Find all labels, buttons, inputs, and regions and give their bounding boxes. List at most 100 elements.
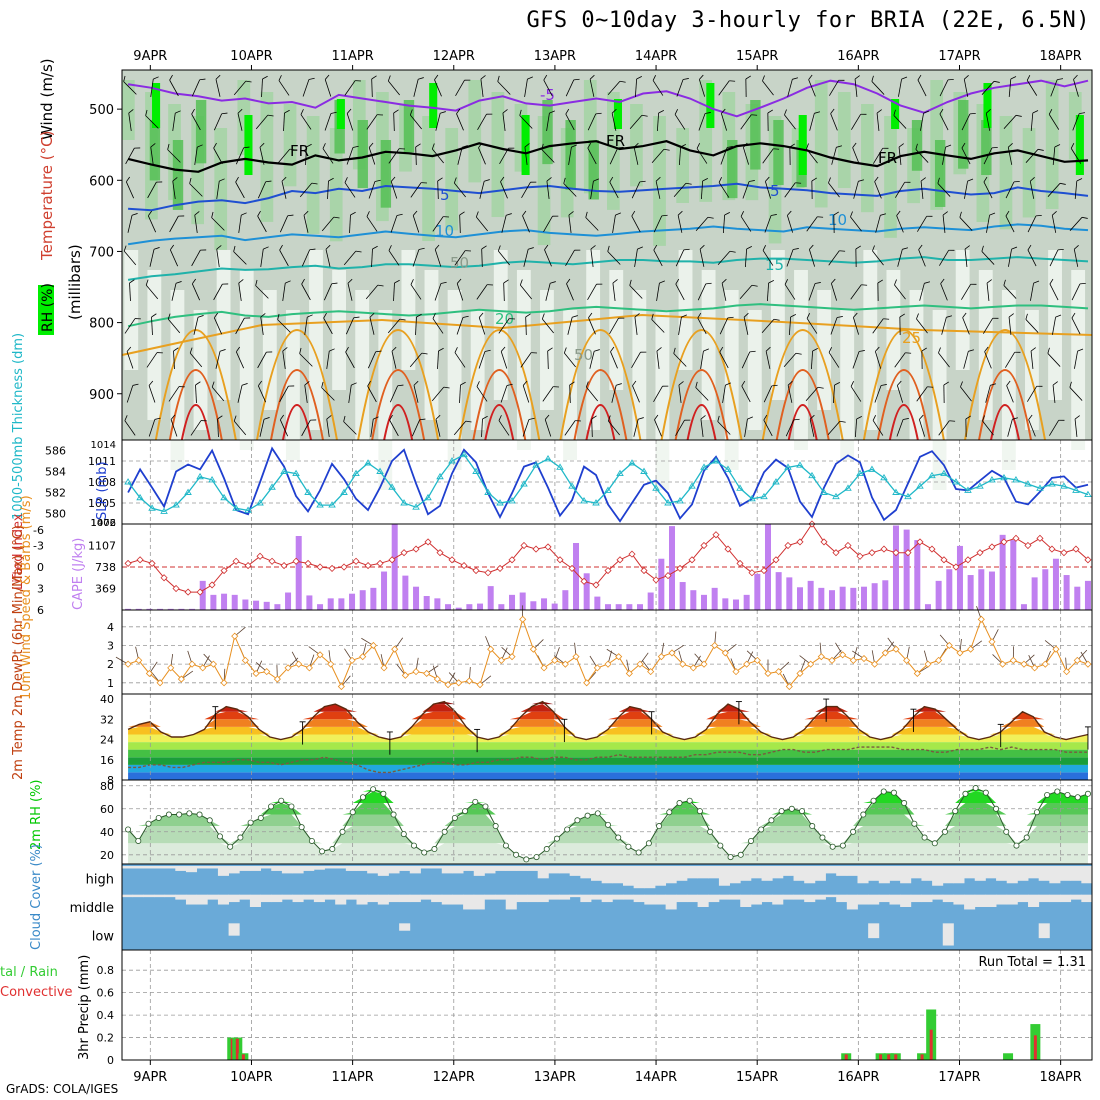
- barb-staff: [762, 80, 774, 96]
- wind-barb: [456, 108, 464, 131]
- barb-staff: [761, 318, 775, 334]
- wind-barb: [1049, 278, 1059, 301]
- barb-flag: [135, 318, 141, 320]
- barb-staff: [346, 147, 354, 165]
- barb-staff: [741, 351, 751, 369]
- barb-flag: [677, 210, 683, 216]
- wind-barb: [739, 284, 758, 300]
- cloud-cell: [1028, 894, 1040, 907]
- wind-barb: [279, 244, 289, 267]
- barb-flag: [1076, 178, 1083, 182]
- wind-barb: [189, 177, 203, 197]
- rh-band-mid: [306, 116, 320, 234]
- wind-barb: [434, 281, 447, 301]
- barb-flag: [233, 245, 236, 252]
- barb-staff: [785, 419, 795, 437]
- barb-flag: [830, 108, 835, 114]
- barb-staff: [195, 384, 197, 404]
- cloud-cell: [814, 894, 826, 900]
- cape-bar: [850, 587, 857, 610]
- precip-tick: 0.2: [97, 1032, 115, 1045]
- lifted-index-marker: [232, 557, 240, 565]
- barb-flag: [685, 182, 692, 185]
- barb-flag: [589, 74, 595, 80]
- wind-barb: [985, 108, 991, 131]
- barb-flag: [243, 146, 250, 149]
- cloud-cell: [868, 894, 880, 905]
- cloud-cell: [1060, 894, 1072, 903]
- barb-flag: [861, 284, 868, 286]
- wind-speed-marker: [625, 669, 633, 678]
- barb-staff: [809, 113, 815, 131]
- wind-barb: [500, 383, 513, 403]
- cloud-cell: [740, 866, 752, 881]
- wind-speed-marker: [497, 656, 505, 664]
- wind-barb: [896, 418, 909, 437]
- wind-barb: [324, 74, 332, 97]
- wind-speed-marker: [337, 682, 345, 691]
- barb-staff: [587, 113, 597, 131]
- date-tick-bottom: 12APR: [433, 1070, 475, 1085]
- barb-flag: [325, 244, 331, 250]
- cloud-cell: [505, 894, 517, 910]
- rh-band-light: [701, 270, 716, 420]
- barb-staff: [1003, 285, 1017, 299]
- barb-flag: [663, 148, 670, 151]
- barb-flag: [575, 420, 582, 422]
- lifted-index-marker: [904, 549, 912, 557]
- barb-staff: [299, 182, 313, 198]
- wind-barb: [653, 244, 663, 267]
- wind-speed-marker: [583, 679, 591, 687]
- lifted-index-marker: [868, 549, 876, 557]
- barb-staff: [279, 215, 289, 233]
- barb-staff: [345, 351, 355, 369]
- barb-flag: [257, 210, 261, 217]
- rh-marker: [1084, 790, 1091, 797]
- barb-staff: [326, 419, 330, 437]
- rh-marker: [605, 821, 612, 828]
- contour-label: 25: [902, 329, 921, 347]
- barb-flag: [833, 211, 840, 216]
- wind-speed-marker: [508, 653, 516, 661]
- rh-band-light: [285, 310, 300, 460]
- cape-bar: [370, 587, 377, 610]
- cloud-cell: [516, 894, 528, 903]
- wind-barb: [216, 178, 225, 199]
- wind-barb: [257, 180, 272, 199]
- barb-flag: [1081, 216, 1088, 219]
- barb-staff: [919, 283, 925, 301]
- wind-speed-marker: [1031, 664, 1039, 672]
- wind-barb: [938, 347, 950, 368]
- cloud-cell: [143, 894, 155, 898]
- barb-flag: [353, 316, 360, 319]
- wind-barb: [544, 414, 552, 437]
- rh-marker: [1023, 834, 1030, 841]
- barb-flag: [500, 346, 506, 352]
- barb-flag: [541, 313, 545, 320]
- cloud-cell: [335, 866, 347, 869]
- wind-barb: [235, 317, 251, 335]
- cape-bar: [434, 598, 441, 610]
- barb-staff: [519, 115, 533, 129]
- barb-staff: [456, 113, 464, 131]
- lifted-index-marker: [256, 552, 264, 560]
- slp-tick: 1005: [88, 497, 116, 510]
- barb-flag: [749, 350, 756, 353]
- rh-marker: [625, 843, 632, 850]
- barb-flag: [197, 144, 203, 148]
- wind-speed-marker: [743, 660, 751, 668]
- cape-bar: [210, 594, 217, 610]
- cape-bar: [349, 593, 356, 610]
- cape-bar: [146, 608, 153, 610]
- barb-flag: [618, 317, 625, 319]
- barb-staff: [217, 418, 219, 438]
- barb-flag: [460, 381, 466, 386]
- barb-flag: [541, 143, 544, 150]
- barb-flag: [855, 245, 862, 250]
- rh-marker: [216, 833, 223, 840]
- barb-flag: [700, 415, 706, 420]
- thickness-marker: [724, 465, 732, 472]
- barb-staff: [960, 386, 972, 402]
- barb-flag: [718, 177, 723, 183]
- wind-barb: [173, 347, 179, 370]
